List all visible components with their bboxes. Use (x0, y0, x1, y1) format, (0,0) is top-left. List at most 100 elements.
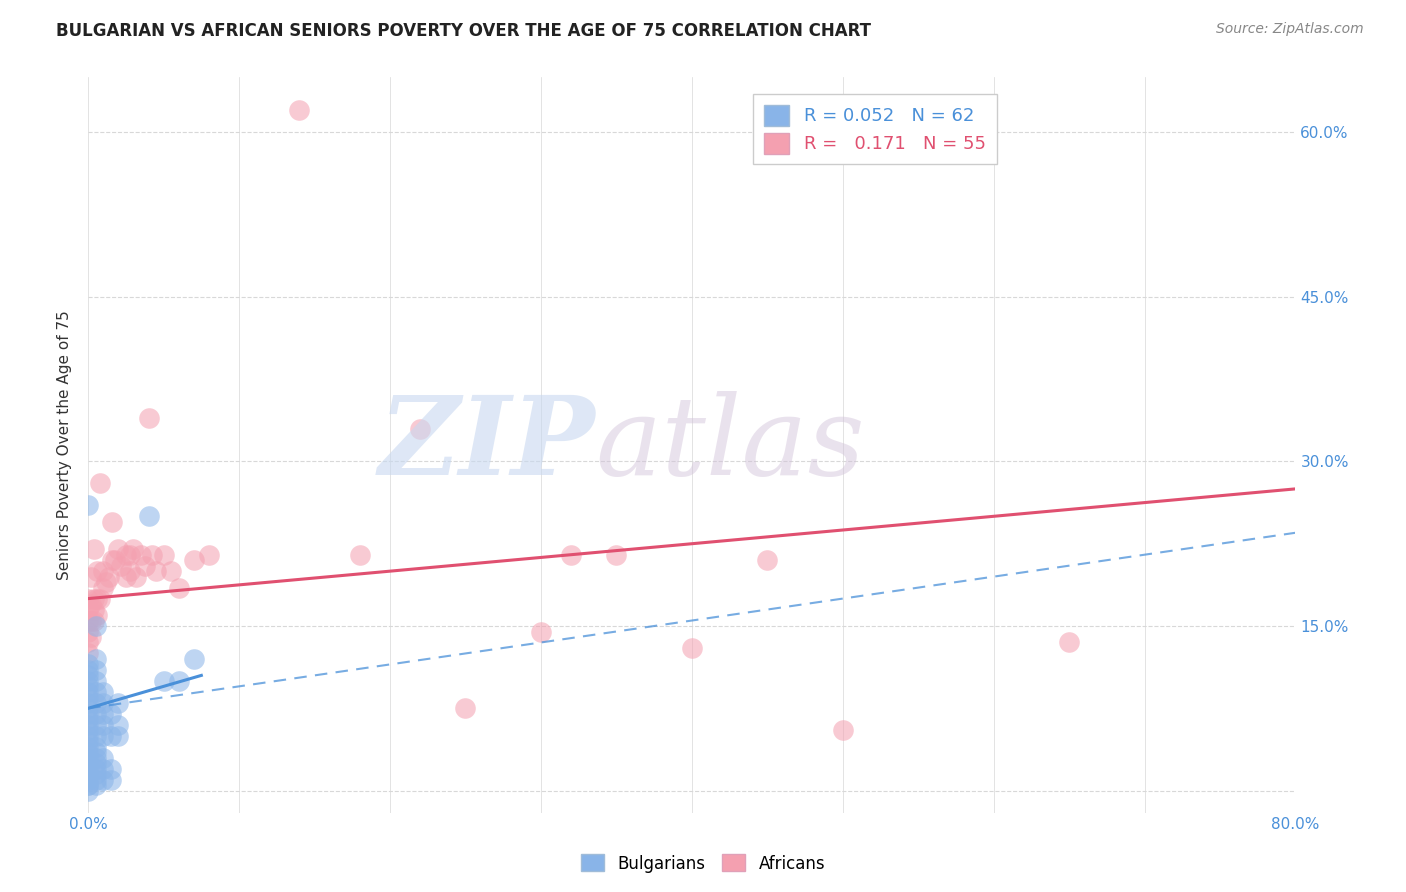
Point (167, 581, 190, 595)
Point (86, 564, 108, 578)
Point (77, 718, 100, 732)
Point (91, 772, 114, 787)
Point (77, 602, 100, 616)
Point (91, 564, 114, 578)
Point (454, 701, 477, 715)
Point (100, 729, 122, 743)
Point (77, 690, 100, 705)
Point (91, 729, 114, 743)
Point (83, 602, 105, 616)
Point (80, 569, 103, 583)
Point (84, 739, 107, 754)
Point (83, 591, 105, 606)
Point (84, 772, 107, 787)
Point (77, 706, 100, 721)
Point (77, 696, 100, 710)
Point (77, 624, 100, 639)
Point (77, 591, 100, 606)
Point (84, 745, 107, 759)
Point (107, 696, 129, 710)
Point (122, 542, 145, 557)
Point (89, 591, 111, 606)
Point (107, 542, 129, 557)
Point (77, 663, 100, 677)
Point (120, 564, 142, 578)
Point (77, 647, 100, 661)
Point (77, 745, 100, 759)
Point (84, 663, 107, 677)
Point (83, 614, 105, 628)
Point (605, 548, 627, 562)
Point (100, 762, 122, 776)
Point (160, 564, 183, 578)
Point (77, 756, 100, 771)
Point (86, 608, 108, 623)
Point (530, 624, 553, 639)
Point (152, 548, 174, 562)
Point (560, 548, 582, 562)
Point (77, 679, 100, 693)
Point (77, 701, 100, 715)
Point (134, 558, 156, 573)
Point (77, 712, 100, 726)
Point (91, 706, 114, 721)
Point (77, 783, 100, 797)
Point (141, 548, 163, 562)
Point (89, 476, 111, 491)
Point (84, 762, 107, 776)
Point (96, 575, 118, 590)
Point (138, 509, 160, 524)
Point (84, 696, 107, 710)
Point (120, 548, 142, 562)
Point (80, 614, 103, 628)
Point (84, 652, 107, 666)
Point (115, 569, 138, 583)
Point (80, 597, 103, 611)
Point (91, 581, 114, 595)
Point (77, 762, 100, 776)
Point (107, 729, 129, 743)
Point (77, 635, 100, 649)
Text: atlas: atlas (595, 392, 865, 499)
Point (86, 591, 108, 606)
Point (145, 564, 167, 578)
Point (100, 706, 122, 721)
Point (1057, 635, 1080, 649)
Point (80, 630, 103, 644)
Point (91, 696, 114, 710)
Point (77, 734, 100, 748)
Point (77, 657, 100, 672)
Point (183, 553, 205, 567)
Y-axis label: Seniors Poverty Over the Age of 75: Seniors Poverty Over the Age of 75 (58, 310, 72, 580)
Point (77, 673, 100, 688)
Point (91, 750, 114, 764)
Point (84, 778, 107, 792)
Point (84, 729, 107, 743)
Point (91, 685, 114, 699)
Point (167, 673, 190, 688)
Text: Source: ZipAtlas.com: Source: ZipAtlas.com (1216, 22, 1364, 37)
Point (349, 548, 371, 562)
Point (83, 542, 105, 557)
Point (77, 614, 100, 628)
Point (84, 619, 107, 633)
Point (77, 739, 100, 754)
Legend: Bulgarians, Africans: Bulgarians, Africans (574, 847, 832, 880)
Point (129, 548, 152, 562)
Point (152, 673, 174, 688)
Point (110, 558, 132, 573)
Point (77, 767, 100, 781)
Point (831, 723, 853, 738)
Point (125, 569, 148, 583)
Point (183, 652, 205, 666)
Point (115, 548, 138, 562)
Point (104, 553, 127, 567)
Point (288, 103, 311, 118)
Point (77, 778, 100, 792)
Point (98, 569, 121, 583)
Point (101, 553, 124, 567)
Point (100, 772, 122, 787)
Point (77, 729, 100, 743)
Point (77, 778, 100, 792)
Point (107, 718, 129, 732)
